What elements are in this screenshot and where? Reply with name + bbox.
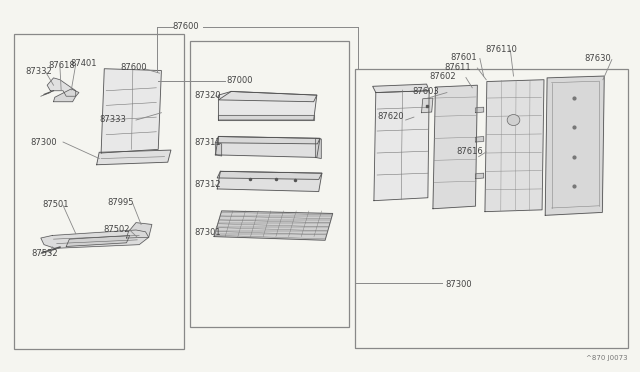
Polygon shape [214,211,333,240]
Text: 87616: 87616 [456,147,483,156]
Text: 87312: 87312 [195,180,221,189]
Text: 87603: 87603 [412,87,439,96]
Polygon shape [54,89,79,102]
Text: 87300: 87300 [30,138,57,147]
Text: 87618: 87618 [49,61,76,70]
Polygon shape [218,92,317,120]
Text: 87000: 87000 [226,76,253,85]
Polygon shape [215,143,221,156]
Text: 87600: 87600 [120,63,147,72]
Bar [355,69,628,348]
Polygon shape [215,137,320,144]
Polygon shape [476,107,484,113]
Bar [190,41,349,327]
Polygon shape [372,84,429,93]
Text: 87502: 87502 [103,225,129,234]
Polygon shape [101,69,161,153]
Polygon shape [316,138,321,158]
Text: 87630: 87630 [584,54,611,63]
Text: 87995: 87995 [108,198,134,207]
Polygon shape [41,230,148,248]
Text: 87600: 87600 [173,22,200,31]
Text: 87332: 87332 [25,67,52,76]
Polygon shape [47,78,76,96]
Text: 876110: 876110 [485,45,517,54]
Polygon shape [218,115,314,120]
Polygon shape [476,173,484,179]
Text: ^870 J0073: ^870 J0073 [586,355,628,361]
Polygon shape [218,92,317,102]
Text: 87333: 87333 [99,115,126,124]
Polygon shape [476,137,484,142]
Polygon shape [217,171,322,192]
Text: 87401: 87401 [70,59,97,68]
Text: 87301: 87301 [195,228,221,237]
Ellipse shape [507,115,520,125]
Text: 87320: 87320 [195,91,221,100]
Bar [14,34,184,349]
Text: 87602: 87602 [429,72,456,81]
Text: 87601: 87601 [450,53,477,62]
Polygon shape [433,85,477,209]
Polygon shape [545,76,604,215]
Polygon shape [127,223,152,238]
Polygon shape [215,137,320,157]
Text: 87620: 87620 [377,112,404,121]
Text: 87311: 87311 [195,138,221,147]
Text: 87300: 87300 [445,280,472,289]
Text: 87501: 87501 [43,200,69,209]
Polygon shape [422,98,433,113]
Polygon shape [485,80,544,212]
Polygon shape [217,171,322,179]
Polygon shape [66,235,130,247]
Text: 87532: 87532 [31,249,58,258]
Polygon shape [374,91,429,201]
Text: 87611: 87611 [444,63,471,72]
Polygon shape [97,150,171,165]
